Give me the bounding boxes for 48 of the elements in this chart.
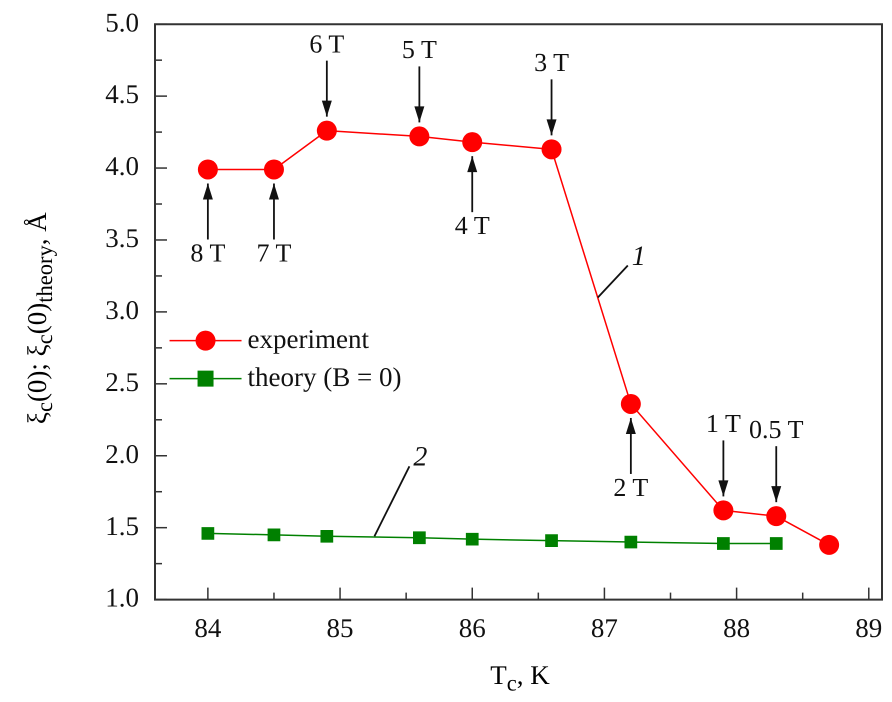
x-tick-label: 87	[590, 612, 618, 643]
y-tick-label: 2.0	[105, 438, 139, 469]
point	[268, 528, 280, 542]
annotation: 6 T	[309, 29, 344, 58]
point	[542, 139, 562, 160]
x-tick-label: 89	[855, 612, 882, 643]
point	[545, 534, 558, 547]
point	[466, 532, 479, 546]
x-tick-label: 88	[723, 612, 750, 643]
annotation: 3 T	[534, 48, 570, 78]
y-tick-label: 1.5	[105, 510, 139, 541]
point	[462, 132, 482, 152]
annotation: 8 T	[190, 238, 226, 268]
point	[713, 500, 734, 520]
point	[624, 536, 638, 548]
point	[409, 126, 430, 146]
point	[819, 534, 840, 555]
y-tick-label: 1.0	[105, 582, 139, 613]
x-tick-label: 86	[458, 612, 486, 643]
annotation: 4 T	[454, 210, 490, 240]
y-tick-label: 2.5	[105, 366, 139, 397]
point	[198, 159, 218, 180]
legend-label: theory (B = 0)	[248, 362, 402, 392]
annotation: 0.5 T	[749, 414, 804, 444]
y-tick-label: 4.0	[105, 151, 139, 182]
x-tick-label: 85	[326, 612, 354, 643]
point	[202, 527, 214, 540]
annotation: 1	[632, 240, 646, 272]
point	[320, 530, 334, 543]
annotation: 5 T	[402, 35, 437, 64]
point	[770, 537, 783, 550]
y-tick-label: 3.5	[105, 223, 139, 254]
point	[766, 506, 786, 526]
annotation: 2 T	[613, 472, 648, 502]
annotation: 7 T	[256, 238, 292, 268]
x-axis-title: T$_{c}$, K	[489, 660, 551, 696]
legend-label: experiment	[248, 324, 370, 354]
y-tick-label: 4.5	[105, 79, 139, 110]
annotation: 1 T	[706, 409, 741, 438]
point	[620, 394, 641, 414]
x-tick-label: 84	[194, 612, 222, 643]
y-tick-label: 5.0	[105, 7, 139, 38]
point	[264, 159, 284, 180]
point	[413, 531, 426, 544]
y-tick-label: 3.0	[105, 294, 139, 325]
annotation: 2	[413, 442, 428, 473]
point	[717, 537, 730, 550]
point	[316, 120, 337, 141]
